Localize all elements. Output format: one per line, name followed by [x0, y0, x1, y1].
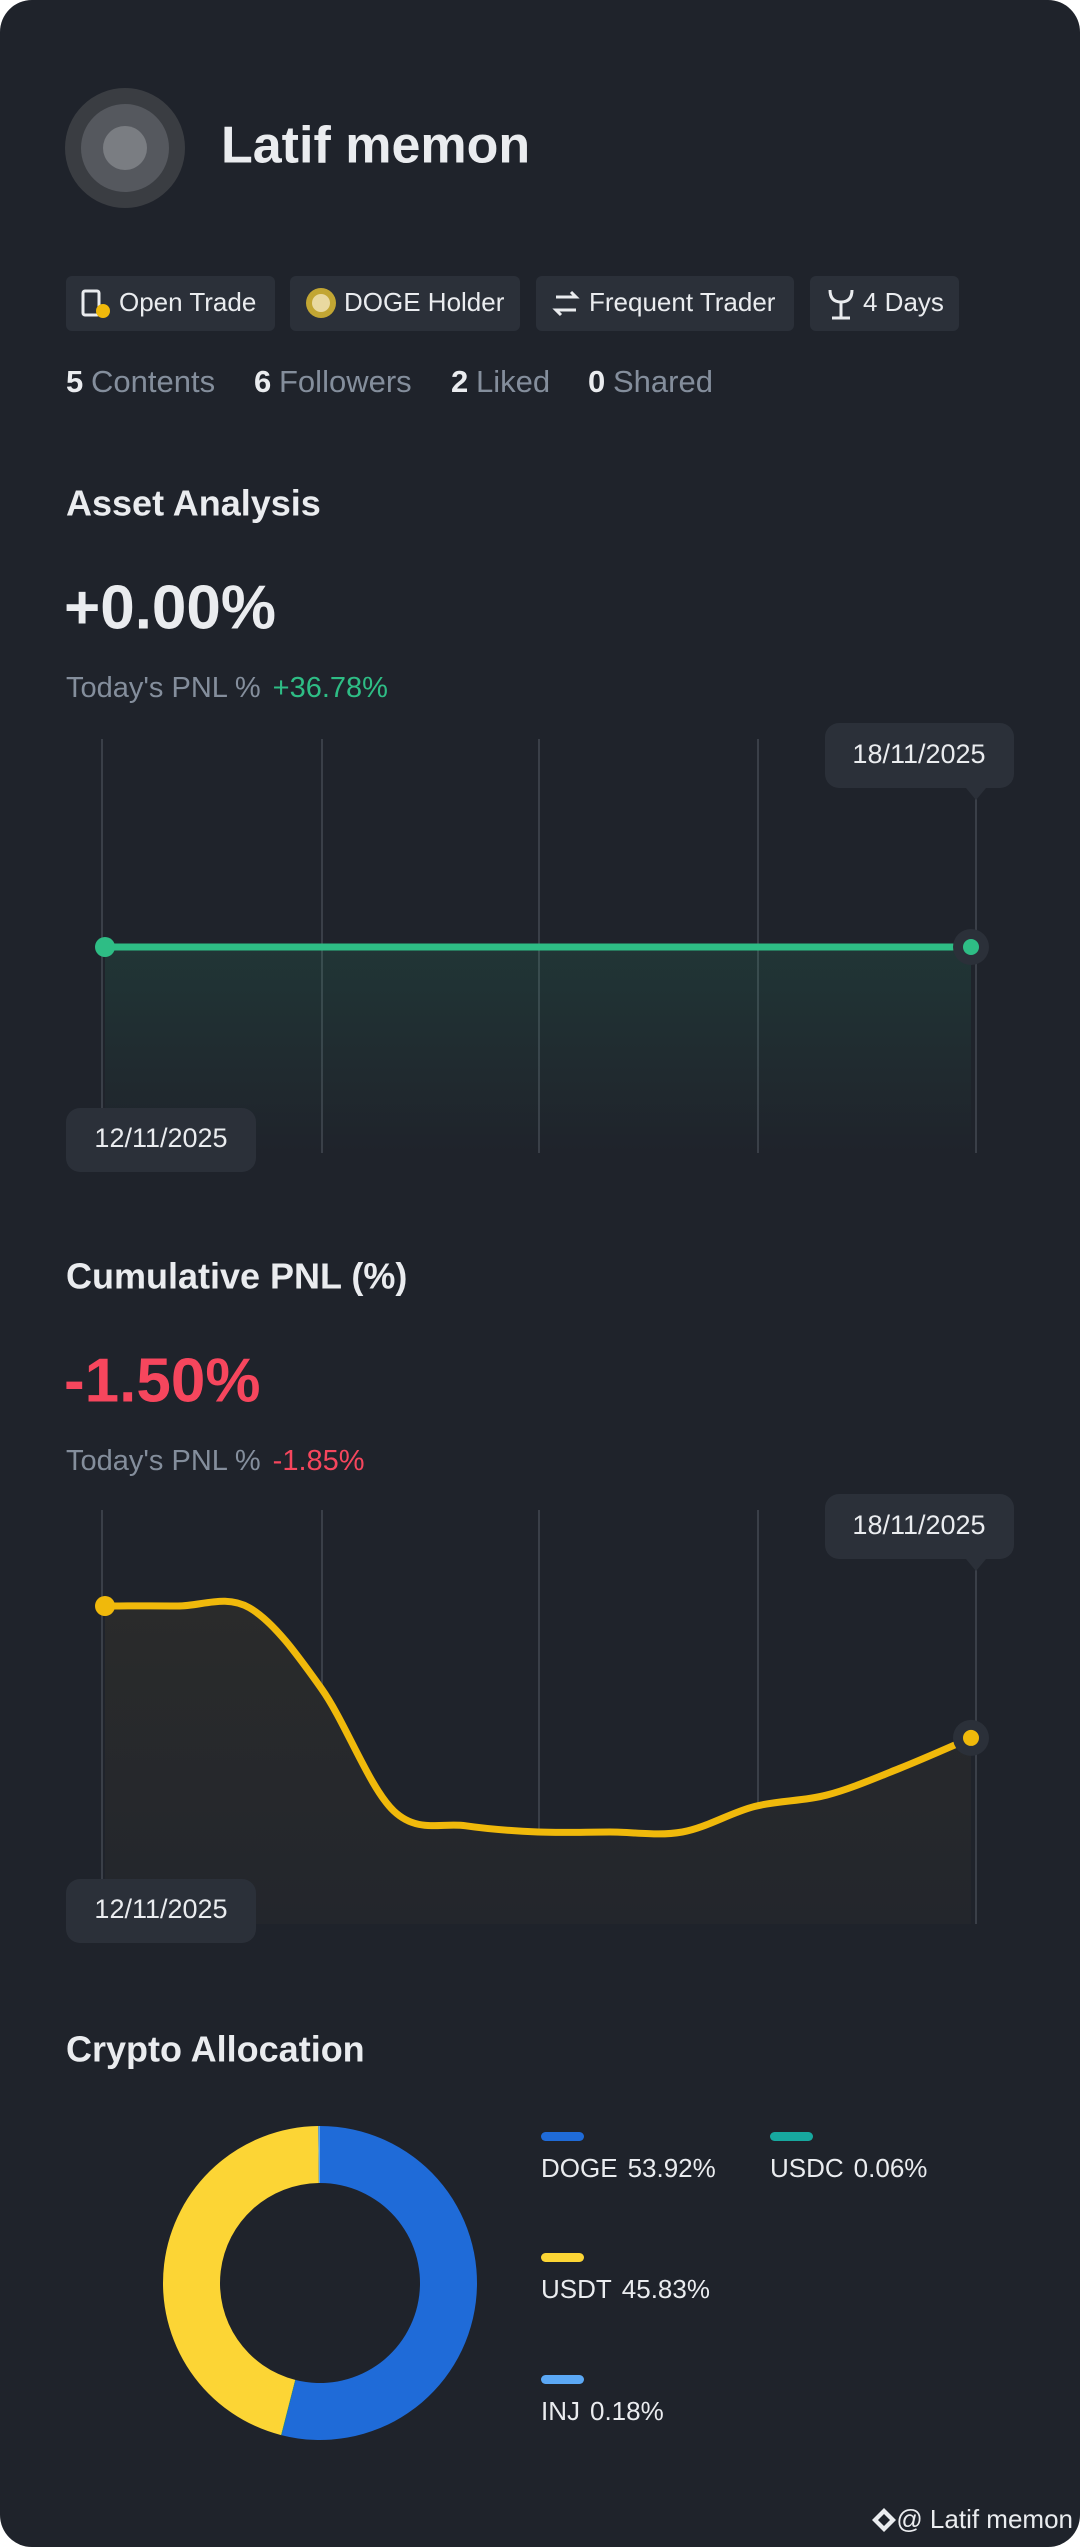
start-point — [95, 937, 115, 957]
stat-label: Followers — [279, 364, 412, 399]
date-tooltip-pointer — [966, 1559, 986, 1571]
stat-value: 6 — [254, 364, 271, 399]
legend-swatch — [541, 2253, 584, 2262]
badges: Open Trade DOGE Holder Frequent Trader 4… — [66, 276, 959, 331]
badge — [66, 276, 275, 331]
end-date: 18/11/2025 — [852, 739, 985, 769]
donut-slice — [162, 2126, 319, 2436]
legend-swatch — [770, 2132, 813, 2141]
footer-logo — [872, 2508, 896, 2532]
date-tooltip — [66, 1879, 256, 1943]
profile-name: Latif memon — [221, 117, 530, 175]
today-pnl-value: +36.78% — [273, 672, 388, 704]
stat-value: 2 — [451, 364, 468, 399]
date-tooltip-pointer — [966, 788, 986, 800]
legend-swatch — [541, 2375, 584, 2384]
today-pnl: Today's PNL % -1.85% — [66, 1445, 365, 1477]
section-title: Cumulative PNL (%) — [66, 1256, 407, 1297]
headline-value: +0.00% — [64, 573, 276, 642]
area-fill — [105, 947, 971, 1153]
date-tooltip — [66, 1108, 256, 1172]
legend-value: 0.06% — [854, 2153, 928, 2183]
badge-icon — [312, 294, 330, 312]
donut-slice — [281, 2126, 477, 2440]
legend-entry: USDT 45.83% — [541, 2274, 710, 2304]
legend-entry: DOGE 53.92% — [541, 2153, 716, 2183]
badge-icon — [552, 290, 580, 317]
start-point — [95, 1596, 115, 1616]
end-date: 18/11/2025 — [852, 1510, 985, 1540]
donut-slice — [281, 2379, 296, 2436]
badge — [290, 276, 520, 331]
donut-slice — [318, 2126, 320, 2184]
start-date: 12/11/2025 — [94, 1894, 227, 1924]
today-pnl: Today's PNL % +36.78% — [66, 672, 388, 704]
section-title: Asset Analysis — [66, 483, 321, 524]
badge — [536, 276, 794, 331]
avatar-art — [103, 126, 147, 170]
today-pnl-value: -1.85% — [273, 1445, 365, 1477]
legend-label: DOGE — [541, 2153, 618, 2183]
today-pnl-label: Today's PNL % — [66, 672, 261, 704]
legend-value: 0.18% — [590, 2396, 664, 2426]
badge-label: Open Trade — [119, 287, 256, 317]
start-date: 12/11/2025 — [94, 1123, 227, 1153]
legend-entry: USDC 0.06% — [770, 2153, 927, 2183]
legend-entry: INJ 0.18% — [541, 2396, 664, 2426]
watermark: @ Latif memon — [896, 2504, 1073, 2534]
stat-value: 5 — [66, 364, 83, 399]
end-point — [963, 939, 979, 955]
line — [101, 1597, 975, 1838]
stat-value: 0 — [588, 364, 605, 399]
badge-icon — [81, 289, 101, 317]
legend-value: 45.83% — [622, 2274, 710, 2304]
end-point — [963, 1729, 979, 1746]
stat-label: Contents — [91, 364, 215, 399]
legend-label: USDC — [770, 2153, 844, 2183]
badge-icon — [828, 289, 854, 320]
legend-label: USDT — [541, 2274, 612, 2304]
headline-value: -1.50% — [64, 1346, 260, 1415]
section-title: Crypto Allocation — [66, 2029, 365, 2070]
stat-label: Liked — [476, 364, 550, 399]
badge-label: 4 Days — [863, 287, 944, 317]
badge-icon — [96, 304, 110, 318]
date-tooltip — [825, 1494, 1014, 1559]
legend-swatch — [541, 2132, 584, 2141]
today-pnl-label: Today's PNL % — [66, 1445, 261, 1477]
badge-label: DOGE Holder — [344, 287, 505, 317]
date-tooltip — [825, 723, 1014, 788]
stat-label: Shared — [613, 364, 713, 399]
badge-label: Frequent Trader — [589, 287, 776, 317]
area-fill — [105, 1601, 971, 1924]
legend-label: INJ — [541, 2396, 580, 2426]
legend-value: 53.92% — [628, 2153, 716, 2183]
